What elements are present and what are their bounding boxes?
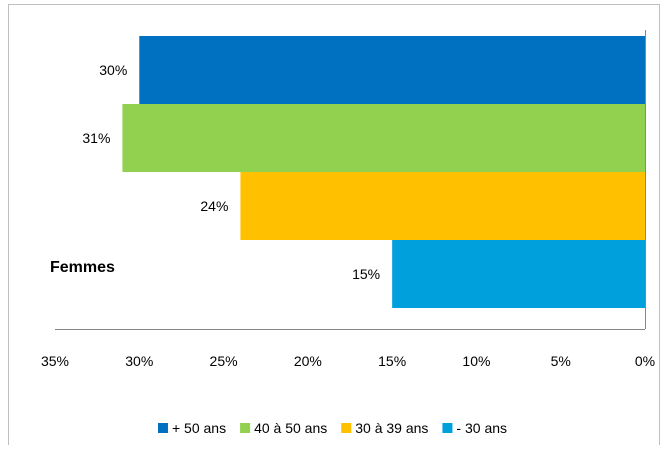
- x-tick-label: 15%: [378, 353, 406, 369]
- category-label: Femmes: [50, 259, 115, 276]
- bar-value-label: 15%: [352, 266, 380, 282]
- legend-item: 30 à 39 ans: [341, 420, 428, 436]
- legend-swatch: [240, 423, 251, 433]
- x-tick-label: 25%: [210, 353, 238, 369]
- legend-item: - 30 ans: [442, 420, 507, 436]
- bar: [240, 172, 645, 240]
- bar: [122, 104, 645, 172]
- x-tick-label: 0%: [635, 353, 655, 369]
- x-tick-label: 10%: [462, 353, 490, 369]
- x-tick-label: 30%: [125, 353, 153, 369]
- x-tick-label: 5%: [551, 353, 571, 369]
- legend-label: - 30 ans: [456, 420, 507, 436]
- bar-value-label: 24%: [200, 198, 228, 214]
- legend-swatch: [341, 423, 352, 433]
- legend-swatch: [157, 423, 168, 433]
- bar: [392, 240, 645, 308]
- legend-label: 30 à 39 ans: [355, 420, 428, 436]
- legend-item: 40 à 50 ans: [240, 420, 327, 436]
- bar: [139, 36, 646, 104]
- x-tick-label: 35%: [41, 353, 69, 369]
- legend-label: + 50 ans: [172, 420, 226, 436]
- legend: + 50 ans 40 à 50 ans 30 à 39 ans - 30 ans: [157, 420, 507, 436]
- bar-value-label: 31%: [82, 130, 110, 146]
- legend-label: 40 à 50 ans: [254, 420, 327, 436]
- x-tick-label: 20%: [294, 353, 322, 369]
- legend-item: + 50 ans: [157, 420, 226, 436]
- bar-value-label: 30%: [99, 62, 127, 78]
- legend-swatch: [442, 423, 453, 433]
